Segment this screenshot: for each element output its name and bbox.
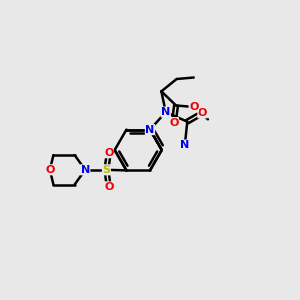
Text: N: N	[161, 107, 170, 117]
Text: O: O	[198, 108, 207, 118]
Text: S: S	[102, 165, 110, 175]
Text: O: O	[189, 102, 198, 112]
Text: O: O	[104, 148, 113, 158]
Text: O: O	[104, 182, 113, 192]
Text: O: O	[45, 165, 55, 175]
Text: N: N	[180, 140, 189, 150]
Text: N: N	[81, 165, 90, 175]
Text: N: N	[146, 124, 154, 135]
Text: O: O	[169, 118, 178, 128]
